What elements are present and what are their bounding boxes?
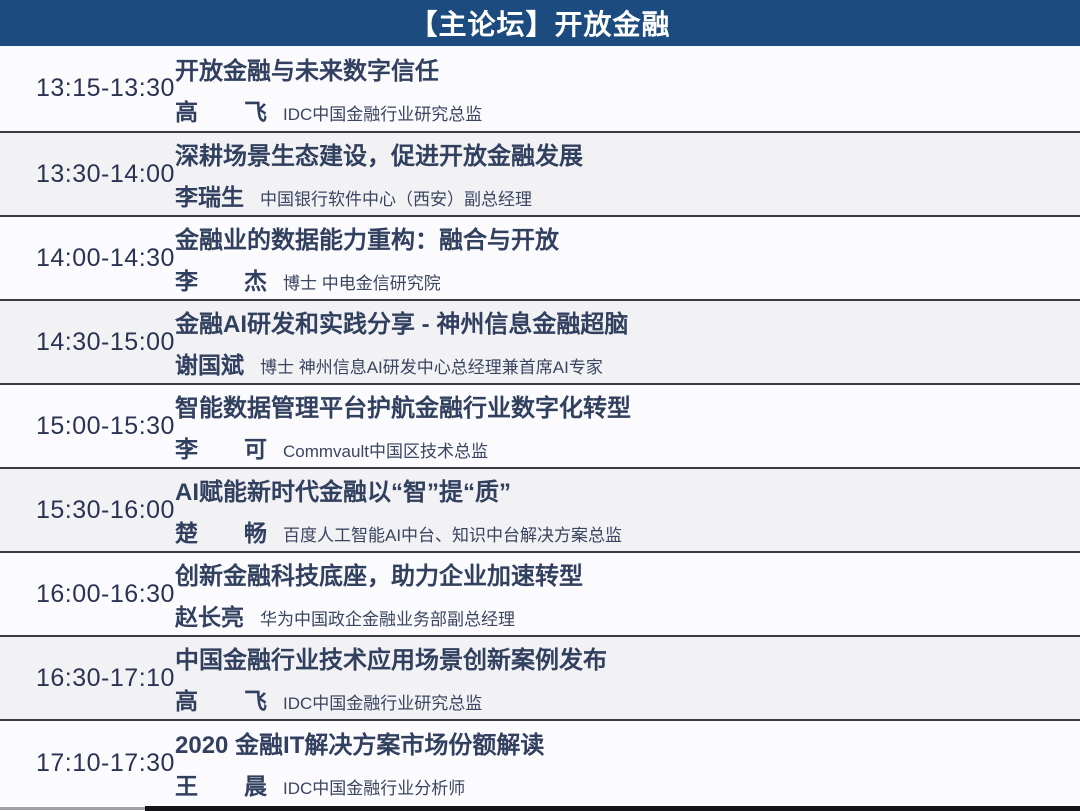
session-row: 17:10-17:30 2020 金融IT解决方案市场份额解读 王 晨 IDC中…	[0, 721, 1080, 805]
session-speaker-line: 高 飞 IDC中国金融行业研究总监	[175, 682, 1080, 716]
session-details: 创新金融科技底座，助力企业加速转型 赵长亮 华为中国政企金融业务部副总经理	[175, 553, 1080, 635]
session-details: 智能数据管理平台护航金融行业数字化转型 李 可 Commvault中国区技术总监	[175, 385, 1080, 467]
bottom-border-gray-segment	[0, 806, 145, 810]
session-details: 开放金融与未来数字信任 高 飞 IDC中国金融行业研究总监	[175, 46, 1080, 131]
speaker-affiliation: 中国银行软件中心（西安）副总经理	[260, 190, 532, 209]
forum-title: 【主论坛】开放金融	[409, 9, 671, 40]
session-title: 深耕场景生态建设，促进开放金融发展	[175, 143, 583, 170]
session-row: 13:30-14:00 深耕场景生态建设，促进开放金融发展 李瑞生 中国银行软件…	[0, 133, 1080, 217]
speaker-affiliation: 博士 中电金信研究院	[283, 274, 441, 293]
session-row: 13:15-13:30 开放金融与未来数字信任 高 飞 IDC中国金融行业研究总…	[0, 46, 1080, 133]
speaker-affiliation: IDC中国金融行业分析师	[283, 779, 466, 798]
speaker-name: 高 飞	[175, 688, 267, 714]
session-time: 16:00-16:30	[36, 579, 175, 608]
session-row: 14:30-15:00 金融AI研发和实践分享 - 神州信息金融超脑 谢国斌 博…	[0, 301, 1080, 385]
session-row: 16:00-16:30 创新金融科技底座，助力企业加速转型 赵长亮 华为中国政企…	[0, 553, 1080, 637]
session-details: 金融业的数据能力重构：融合与开放 李 杰 博士 中电金信研究院	[175, 217, 1080, 299]
forum-title-bar: 【主论坛】开放金融	[0, 0, 1080, 46]
session-details: 深耕场景生态建设，促进开放金融发展 李瑞生 中国银行软件中心（西安）副总经理	[175, 133, 1080, 215]
bottom-border	[0, 805, 1080, 811]
session-details: AI赋能新时代金融以“智”提“质” 楚 畅 百度人工智能AI中台、知识中台解决方…	[175, 469, 1080, 551]
session-details: 中国金融行业技术应用场景创新案例发布 高 飞 IDC中国金融行业研究总监	[175, 637, 1080, 719]
speaker-name: 李瑞生	[175, 184, 244, 210]
speaker-name: 楚 畅	[175, 520, 267, 546]
session-speaker-line: 李瑞生 中国银行软件中心（西安）副总经理	[175, 178, 1080, 212]
session-time: 13:30-14:00	[36, 159, 175, 188]
session-title: 2020 金融IT解决方案市场份额解读	[175, 732, 545, 759]
session-time: 14:00-14:30	[36, 243, 175, 272]
session-title: 开放金融与未来数字信任	[175, 57, 439, 85]
speaker-name: 高 飞	[175, 98, 267, 125]
session-speaker-line: 李 杰 博士 中电金信研究院	[175, 262, 1080, 296]
session-time: 13:15-13:30	[36, 74, 175, 102]
speaker-affiliation: 百度人工智能AI中台、知识中台解决方案总监	[283, 526, 623, 545]
session-speaker-line: 赵长亮 华为中国政企金融业务部副总经理	[175, 598, 1080, 632]
session-speaker-line: 王 晨 IDC中国金融行业分析师	[175, 767, 1080, 801]
session-title: 金融业的数据能力重构：融合与开放	[175, 227, 559, 254]
session-details: 金融AI研发和实践分享 - 神州信息金融超脑 谢国斌 博士 神州信息AI研发中心…	[175, 301, 1080, 383]
session-time: 15:30-16:00	[36, 495, 175, 524]
session-speaker-line: 高 飞 IDC中国金融行业研究总监	[175, 93, 1080, 127]
session-title: AI赋能新时代金融以“智”提“质”	[175, 479, 511, 506]
session-row: 14:00-14:30 金融业的数据能力重构：融合与开放 李 杰 博士 中电金信…	[0, 217, 1080, 301]
session-time: 14:30-15:00	[36, 327, 175, 356]
session-speaker-line: 楚 畅 百度人工智能AI中台、知识中台解决方案总监	[175, 514, 1080, 548]
session-row: 16:30-17:10 中国金融行业技术应用场景创新案例发布 高 飞 IDC中国…	[0, 637, 1080, 721]
speaker-affiliation: 博士 神州信息AI研发中心总经理兼首席AI专家	[260, 358, 603, 377]
session-details: 2020 金融IT解决方案市场份额解读 王 晨 IDC中国金融行业分析师	[175, 721, 1080, 805]
speaker-affiliation: IDC中国金融行业研究总监	[283, 694, 483, 713]
session-speaker-line: 谢国斌 博士 神州信息AI研发中心总经理兼首席AI专家	[175, 346, 1080, 380]
session-row: 15:00-15:30 智能数据管理平台护航金融行业数字化转型 李 可 Comm…	[0, 385, 1080, 469]
speaker-affiliation: IDC中国金融行业研究总监	[283, 104, 483, 124]
speaker-affiliation: 华为中国政企金融业务部副总经理	[260, 610, 515, 629]
session-title: 创新金融科技底座，助力企业加速转型	[175, 563, 583, 590]
session-time: 17:10-17:30	[36, 748, 175, 777]
session-row: 15:30-16:00 AI赋能新时代金融以“智”提“质” 楚 畅 百度人工智能…	[0, 469, 1080, 553]
speaker-name: 赵长亮	[175, 604, 244, 630]
session-time: 16:30-17:10	[36, 663, 175, 692]
session-time: 15:00-15:30	[36, 411, 175, 440]
session-title: 智能数据管理平台护航金融行业数字化转型	[175, 395, 631, 422]
speaker-name: 李 可	[175, 436, 267, 462]
session-title: 中国金融行业技术应用场景创新案例发布	[175, 647, 607, 674]
session-list: 13:15-13:30 开放金融与未来数字信任 高 飞 IDC中国金融行业研究总…	[0, 46, 1080, 805]
session-title: 金融AI研发和实践分享 - 神州信息金融超脑	[175, 311, 629, 338]
speaker-name: 王 晨	[175, 773, 267, 799]
speaker-name: 李 杰	[175, 268, 267, 294]
bottom-border-black-segment	[145, 805, 1080, 811]
session-speaker-line: 李 可 Commvault中国区技术总监	[175, 430, 1080, 464]
speaker-name: 谢国斌	[175, 352, 244, 378]
speaker-affiliation: Commvault中国区技术总监	[283, 442, 488, 461]
